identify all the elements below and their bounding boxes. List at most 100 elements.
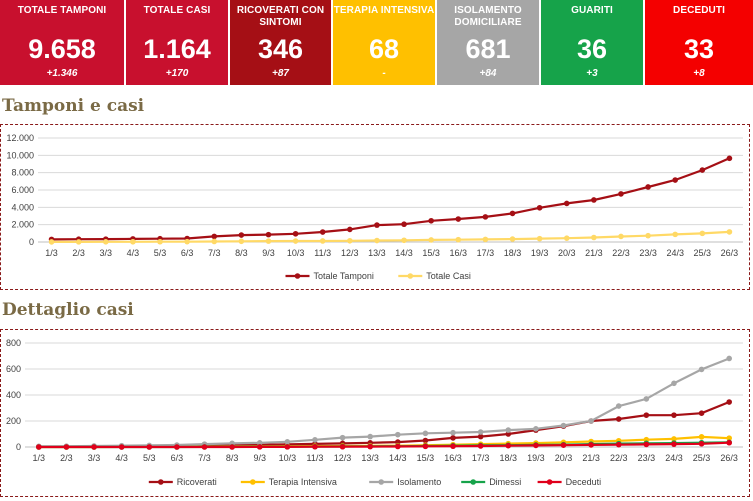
x-tick-label: 11/3 — [314, 248, 331, 258]
data-point-totale-tamponi — [374, 222, 380, 228]
data-point-ricoverati — [726, 399, 732, 405]
data-point-deceduti — [726, 439, 732, 446]
data-point-totale-casi — [374, 237, 380, 244]
x-tick-label: 15/3 — [422, 248, 440, 258]
data-point-totale-casi — [455, 236, 462, 243]
legend-marker — [470, 479, 477, 485]
data-point-totale-tamponi — [428, 217, 434, 224]
x-tick-label: 13/3 — [368, 248, 386, 258]
tile-guariti: GUARITI 36 +3 — [541, 0, 645, 85]
data-point-totale-casi — [211, 238, 218, 245]
x-tick-label: 8/3 — [235, 248, 248, 258]
data-point-totale-tamponi — [401, 221, 407, 228]
data-point-terapia-intensiva — [726, 435, 732, 441]
data-point-totale-tamponi — [455, 216, 462, 222]
x-tick-label: 3/3 — [88, 453, 101, 463]
legend-label: Ricoverati — [177, 477, 217, 487]
data-point-isolamento — [395, 431, 401, 438]
x-tick-label: 5/3 — [143, 453, 156, 463]
series-line-totale-casi — [51, 230, 730, 244]
data-point-totale-casi — [157, 238, 163, 245]
legend-label: Totale Tamponi — [314, 271, 374, 281]
legend-marker — [294, 273, 301, 279]
x-tick-label: 7/3 — [198, 453, 211, 463]
legend-marker — [407, 273, 414, 279]
data-point-deceduti — [118, 444, 125, 450]
data-point-totale-casi — [482, 236, 489, 243]
tile-ricoverati: RICOVERATI CON SINTOMI 346 +87 — [230, 0, 333, 85]
x-tick-label: 22/3 — [612, 248, 630, 258]
data-point-totale-tamponi — [292, 230, 299, 237]
data-point-totale-tamponi — [509, 210, 516, 217]
x-tick-label: 8/3 — [226, 453, 239, 463]
x-tick-label: 5/3 — [154, 248, 167, 258]
x-tick-label: 4/3 — [127, 248, 140, 258]
x-tick-label: 6/3 — [171, 453, 184, 463]
data-point-totale-tamponi — [347, 226, 353, 233]
data-point-totale-casi — [184, 238, 190, 245]
tile-delta: +8 — [693, 68, 705, 79]
tile-label: ISOLAMENTO DOMICILIARE — [454, 5, 522, 28]
x-tick-label: 17/3 — [472, 453, 490, 463]
tile-label: GUARITI — [571, 5, 613, 16]
data-point-deceduti — [450, 443, 456, 450]
data-point-totale-tamponi — [238, 232, 245, 238]
tile-delta: +170 — [165, 68, 189, 79]
x-tick-label: 13/3 — [361, 453, 379, 463]
series-line-deceduti — [38, 441, 730, 449]
data-point-deceduti — [201, 444, 208, 450]
legend-marker — [378, 479, 385, 485]
legend-label: Terapia Intensiva — [269, 477, 337, 487]
data-point-deceduti — [533, 442, 539, 449]
y-tick-label: 6.000 — [11, 185, 34, 195]
data-point-deceduti — [395, 443, 401, 450]
x-tick-label: 19/3 — [527, 453, 545, 463]
data-point-deceduti — [36, 444, 42, 450]
tile-delta: - — [382, 68, 386, 79]
data-point-deceduti — [146, 444, 153, 450]
data-point-isolamento — [256, 440, 263, 446]
data-point-isolamento — [560, 422, 567, 429]
x-tick-label: 11/3 — [307, 453, 324, 463]
chart-box-tamponi: 0 2.000 4.000 6.000 8.000 10.000 12.000 1/3 2/3 3… — [0, 124, 750, 290]
tile-label: TERAPIA INTENSIVA — [333, 5, 435, 16]
data-point-ricoverati — [615, 416, 622, 422]
x-tick-label: 9/3 — [262, 248, 275, 258]
data-point-deceduti — [643, 441, 650, 448]
data-point-totale-casi — [292, 238, 299, 244]
tile-delta: +87 — [272, 68, 289, 79]
y-tick-label: 0 — [29, 237, 34, 247]
x-tick-label: 10/3 — [287, 248, 305, 258]
y-tick-label: 600 — [6, 364, 21, 374]
data-point-isolamento — [312, 437, 318, 443]
x-tick-label: 18/3 — [500, 453, 518, 463]
x-tick-label: 26/3 — [721, 248, 739, 258]
x-tick-label: 1/3 — [45, 248, 58, 258]
x-tick-label: 9/3 — [253, 453, 266, 463]
data-point-totale-casi — [509, 236, 516, 242]
data-point-ricoverati — [422, 437, 429, 444]
y-tick-label: 800 — [6, 338, 21, 348]
tile-value: 346 — [257, 34, 304, 64]
x-tick-label: 20/3 — [558, 248, 576, 258]
tile-value: 68 — [368, 34, 400, 64]
section-title-tamponi: Tamponi e casi — [2, 96, 145, 116]
chart-dettaglio: 0 200 400 600 800 1/3 2/3 3/3 4/3 5/3 6/3 7/3 8/3 9/3… — [6, 338, 743, 487]
data-point-deceduti — [63, 444, 70, 450]
data-point-deceduti — [588, 442, 594, 448]
x-tick-label: 2/3 — [72, 248, 85, 258]
data-point-ricoverati — [671, 412, 677, 418]
x-tick-label: 1/3 — [33, 453, 46, 463]
data-point-ricoverati — [477, 433, 484, 440]
legend-marker — [250, 479, 256, 485]
legend-label: Isolamento — [397, 477, 441, 487]
data-point-deceduti — [284, 444, 291, 450]
tile-value: 36 — [576, 34, 608, 64]
tile-delta: +1.346 — [46, 68, 78, 79]
x-tick-label: 26/3 — [720, 453, 738, 463]
data-point-totale-casi — [672, 231, 679, 238]
data-point-totale-tamponi — [618, 191, 624, 197]
data-point-deceduti — [422, 443, 429, 450]
data-point-deceduti — [698, 440, 705, 447]
data-point-isolamento — [615, 403, 622, 409]
